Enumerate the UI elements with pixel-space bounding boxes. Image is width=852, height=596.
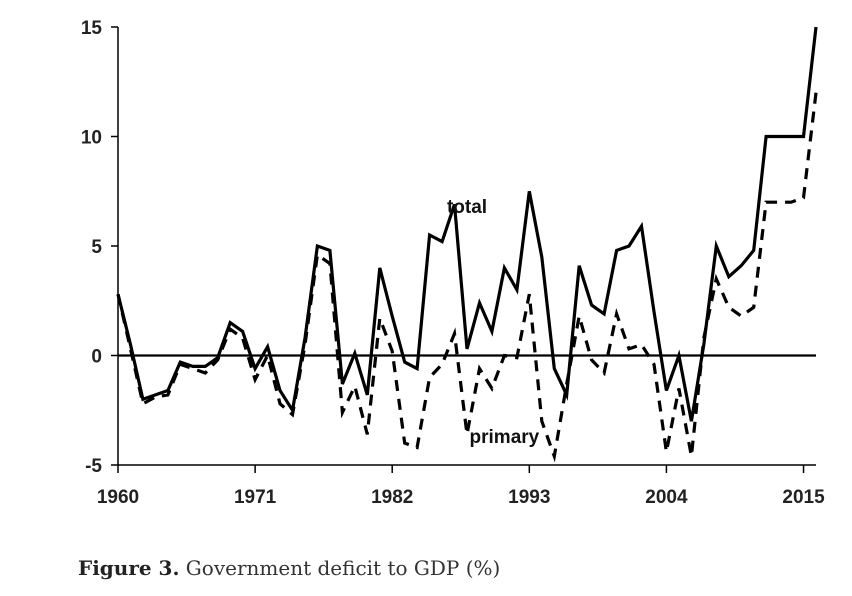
series-label-primary: primary [470, 427, 540, 448]
chart: -5 0 5 10 15 1960 1971 1982 1993 2004 2015 total p… [81, 18, 825, 508]
y-tick-label: 10 [81, 128, 102, 149]
figure-caption: Figure 3. Government deficit to GDP (%) [78, 556, 500, 580]
x-tick-label: 1993 [508, 487, 550, 508]
x-tick-label: 2004 [645, 487, 688, 508]
series-line-total [116, 26, 818, 422]
x-tick-label: 1982 [371, 487, 413, 508]
y-tick-label: -5 [85, 456, 102, 477]
figure-caption-text: Government deficit to GDP (%) [185, 556, 501, 580]
series-label-total: total [447, 197, 487, 218]
x-tick-label: 1971 [234, 487, 277, 508]
figure-label: Figure 3. [78, 556, 180, 580]
x-tick-label: 2015 [782, 487, 825, 508]
series-labels: total primary [447, 197, 540, 448]
series-line-primary [116, 92, 818, 463]
y-axis-ticks: -5 0 5 10 15 [81, 18, 118, 477]
series-lines [116, 26, 818, 463]
x-axis-ticks: 1960 1971 1982 1993 2004 2015 [97, 465, 825, 508]
x-tick-label: 1960 [97, 487, 139, 508]
y-tick-label: 15 [81, 18, 103, 39]
y-tick-label: 0 [91, 347, 102, 368]
y-tick-label: 5 [91, 237, 102, 258]
